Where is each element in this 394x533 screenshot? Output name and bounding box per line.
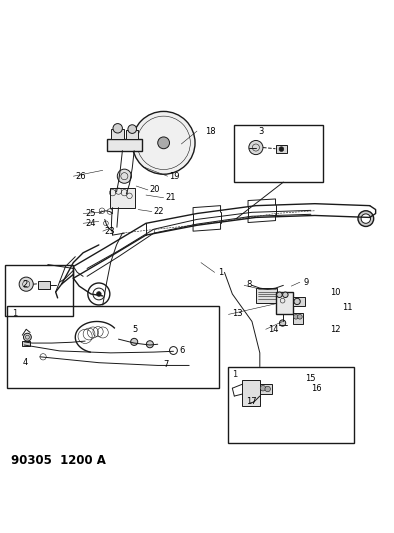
Text: 2: 2 bbox=[22, 280, 28, 289]
Text: 1: 1 bbox=[219, 268, 224, 277]
Circle shape bbox=[260, 385, 266, 391]
Circle shape bbox=[131, 338, 138, 345]
Bar bbox=[260, 384, 271, 394]
Circle shape bbox=[361, 214, 370, 223]
Text: 18: 18 bbox=[205, 126, 216, 135]
Text: 90305  1200 A: 90305 1200 A bbox=[11, 454, 105, 467]
Circle shape bbox=[97, 292, 101, 296]
Text: 25: 25 bbox=[85, 209, 96, 218]
Bar bbox=[112, 129, 124, 139]
Text: 21: 21 bbox=[165, 193, 176, 203]
Text: 7: 7 bbox=[164, 360, 169, 369]
Text: 9: 9 bbox=[303, 278, 308, 287]
Bar bbox=[22, 341, 30, 346]
Circle shape bbox=[146, 341, 153, 348]
Text: 1: 1 bbox=[232, 370, 238, 379]
Circle shape bbox=[294, 298, 300, 304]
Circle shape bbox=[113, 124, 123, 133]
Text: 3: 3 bbox=[258, 126, 263, 135]
Bar bbox=[126, 130, 138, 139]
Bar bbox=[293, 313, 303, 324]
Text: 22: 22 bbox=[154, 207, 164, 216]
Bar bbox=[234, 125, 323, 182]
Circle shape bbox=[279, 320, 286, 326]
Circle shape bbox=[158, 137, 169, 149]
Text: 16: 16 bbox=[311, 384, 322, 393]
Text: 24: 24 bbox=[85, 219, 96, 228]
Text: 13: 13 bbox=[232, 309, 243, 318]
Bar bbox=[5, 264, 73, 316]
Circle shape bbox=[19, 277, 33, 291]
Text: 14: 14 bbox=[268, 325, 278, 334]
Text: 11: 11 bbox=[342, 303, 353, 312]
Text: 8: 8 bbox=[246, 280, 251, 289]
Circle shape bbox=[297, 314, 302, 319]
Bar bbox=[256, 288, 277, 303]
Text: 19: 19 bbox=[169, 172, 180, 181]
Text: 10: 10 bbox=[331, 287, 341, 296]
Text: 6: 6 bbox=[179, 346, 185, 356]
Circle shape bbox=[358, 211, 374, 227]
Circle shape bbox=[128, 125, 137, 133]
Text: 4: 4 bbox=[22, 358, 28, 367]
Circle shape bbox=[282, 292, 288, 297]
Circle shape bbox=[277, 292, 282, 297]
Text: 26: 26 bbox=[75, 172, 86, 181]
Circle shape bbox=[249, 141, 263, 155]
Text: 5: 5 bbox=[132, 325, 138, 334]
Text: 17: 17 bbox=[246, 398, 257, 407]
Bar bbox=[110, 188, 136, 208]
Circle shape bbox=[24, 333, 31, 341]
Text: 12: 12 bbox=[331, 325, 341, 334]
Text: 20: 20 bbox=[150, 185, 160, 195]
Circle shape bbox=[294, 314, 298, 319]
Bar bbox=[38, 281, 50, 289]
Circle shape bbox=[132, 111, 195, 174]
Circle shape bbox=[265, 386, 270, 392]
Bar bbox=[275, 292, 293, 313]
Text: 23: 23 bbox=[105, 227, 115, 236]
Circle shape bbox=[279, 147, 284, 151]
Bar bbox=[242, 381, 260, 406]
Bar bbox=[275, 145, 287, 154]
Text: 15: 15 bbox=[305, 374, 316, 383]
Text: 1: 1 bbox=[12, 309, 17, 318]
Circle shape bbox=[117, 169, 132, 183]
Bar bbox=[107, 139, 142, 151]
Bar bbox=[229, 367, 354, 443]
Bar bbox=[293, 297, 305, 306]
Bar bbox=[7, 306, 219, 388]
